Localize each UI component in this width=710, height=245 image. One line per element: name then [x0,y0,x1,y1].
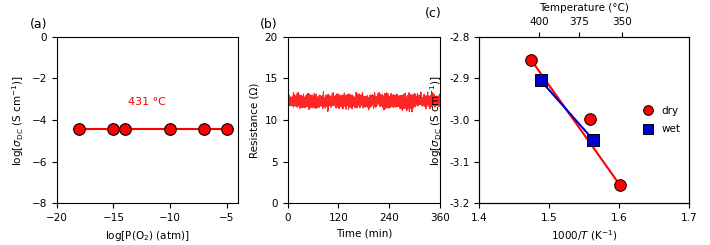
Point [587,138,599,142]
Point [221,127,232,131]
Point [535,78,547,82]
Point [198,127,209,131]
Text: 431 °C: 431 °C [129,98,166,108]
X-axis label: log[P(O$_2$) (atm)]: log[P(O$_2$) (atm)] [105,229,190,243]
Text: (b): (b) [260,18,278,31]
Text: (c): (c) [425,7,442,20]
Point [108,127,119,131]
Point [584,117,595,121]
X-axis label: Temperature (°C): Temperature (°C) [539,3,629,13]
Point [164,127,175,131]
Y-axis label: log[$\sigma$$_{\rm DC}$ (S cm$^{-1}$)]: log[$\sigma$$_{\rm DC}$ (S cm$^{-1}$)] [428,74,444,166]
Y-axis label: Resistance (Ω): Resistance (Ω) [249,82,259,158]
Y-axis label: log[$\sigma$$_{\rm DC}$ (S cm$^{-1}$)]: log[$\sigma$$_{\rm DC}$ (S cm$^{-1}$)] [11,74,26,166]
Point [74,127,85,131]
Legend: dry, wet: dry, wet [634,103,684,137]
Text: (a): (a) [30,18,47,31]
Point [614,183,626,186]
X-axis label: 1000/$T$ (K$^{-1}$): 1000/$T$ (K$^{-1}$) [551,229,617,244]
Point [525,58,537,62]
Point [119,127,131,131]
X-axis label: Time (min): Time (min) [336,229,392,239]
